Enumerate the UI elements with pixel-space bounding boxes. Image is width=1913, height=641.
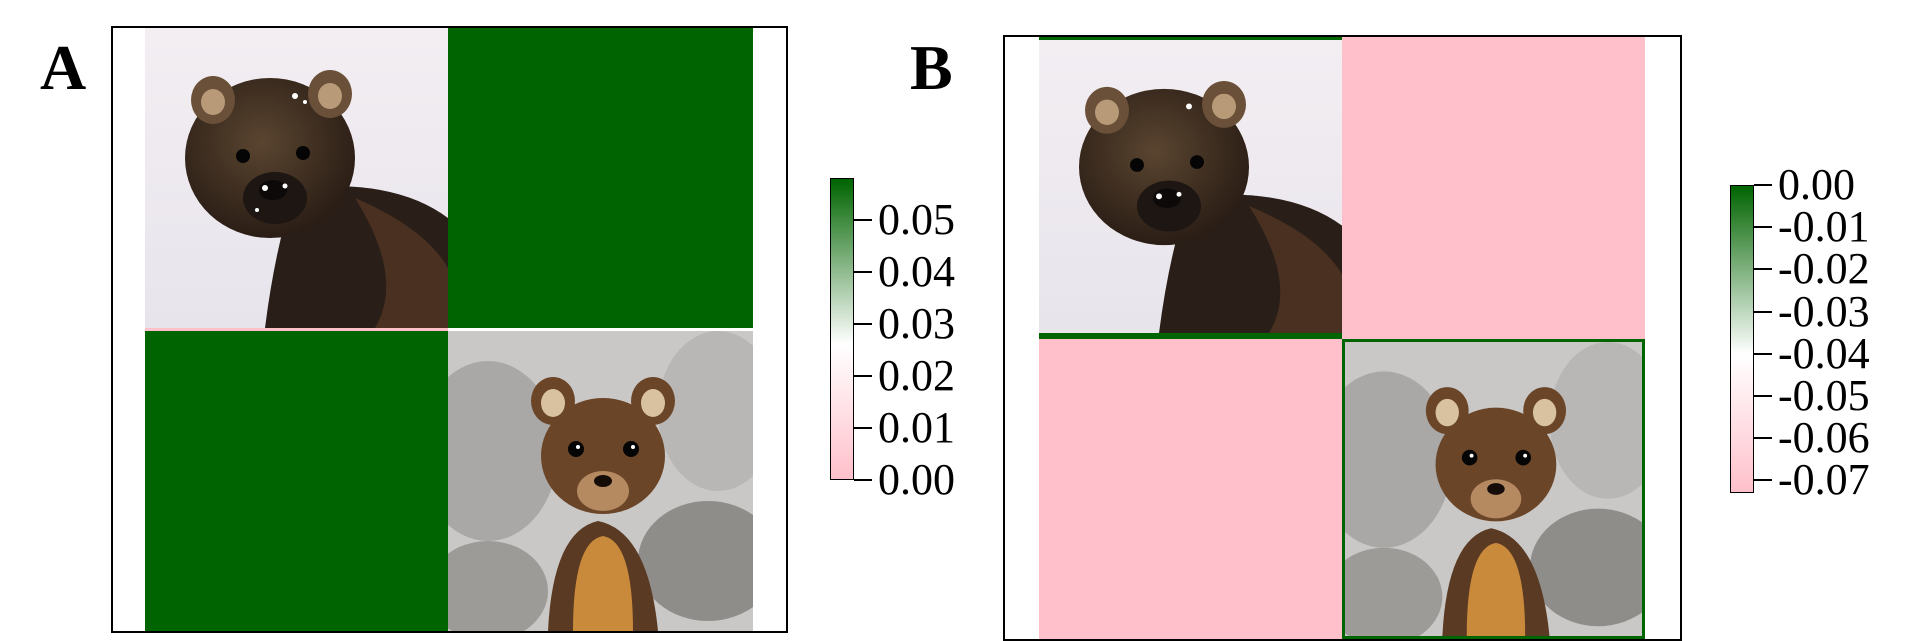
- pine-marten-photo: [1345, 342, 1642, 636]
- panel-b-colorbar-tick: [1754, 352, 1772, 355]
- panel-a-colorbar-tick: [854, 426, 872, 429]
- panel-b-colorbar-tick: [1754, 310, 1772, 313]
- panel-b-colorbar-tick: [1754, 184, 1772, 186]
- fisher-photo: [1039, 40, 1342, 333]
- panel-a-cell-r0-c1: [448, 28, 753, 328]
- panel-a-colorbar-tick-label: 0.00: [878, 455, 955, 504]
- panel-b-colorbar-tick: [1754, 437, 1772, 440]
- panel-a-frame: [111, 26, 788, 633]
- panel-a-colorbar-tick-label: 0.04: [878, 246, 955, 296]
- panel-a-colorbar-tick-label: 0.02: [878, 350, 955, 400]
- panel-b-colorbar-tick-label: -0.04: [1778, 328, 1870, 378]
- panel-a-colorbar-tick: [854, 479, 872, 481]
- fisher-photo: [145, 28, 448, 328]
- panel-b-colorbar-tick-label: -0.01: [1778, 202, 1870, 252]
- panel-a-colorbar-tick: [854, 374, 872, 377]
- panel-a-cell-fisher-photo: [145, 28, 448, 328]
- panel-a-colorbar-tick: [854, 270, 872, 273]
- panel-a-colorbar-tick: [854, 218, 872, 221]
- panel-a-colorbar-tick: [854, 322, 872, 325]
- panel-b-frame: [1003, 35, 1682, 641]
- panel-a-colorbar-tick-label: 0.05: [878, 194, 955, 244]
- panel-b-cell-r1-c0: [1039, 339, 1342, 639]
- panel-b-colorbar-tick: [1754, 394, 1772, 397]
- panel-b-colorbar-tick: [1754, 268, 1772, 271]
- panel-a-colorbar: [830, 178, 854, 480]
- panel-a-cell-r1-c0: [145, 328, 448, 631]
- panel-b-cell-r0-c1: [1342, 37, 1645, 339]
- panel-b-cell-fisher-photo: [1039, 37, 1342, 339]
- panel-b-colorbar-tick-label: -0.07: [1778, 455, 1870, 505]
- panel-b-cell-pine-marten-photo: [1342, 339, 1645, 639]
- panel-a-label: A: [40, 32, 87, 103]
- panel-b-label: B: [910, 32, 953, 103]
- panel-a-cell-pine-marten-photo: [448, 331, 753, 631]
- panel-b-colorbar-tick-label: -0.03: [1778, 286, 1870, 336]
- panel-a-colorbar-tick-label: 0.01: [878, 402, 955, 452]
- panel-a-colorbar-tick-label: 0.03: [878, 298, 955, 348]
- pine-marten-photo: [448, 331, 753, 631]
- panel-b-colorbar-tick-label: -0.05: [1778, 370, 1870, 420]
- panel-b-colorbar-tick-label: -0.02: [1778, 244, 1870, 294]
- panel-b-colorbar-tick-label: -0.06: [1778, 413, 1870, 463]
- panel-b-colorbar-tick: [1754, 479, 1772, 482]
- panel-b-colorbar-tick: [1754, 226, 1772, 229]
- panel-b-colorbar-tick-label: 0.00: [1778, 160, 1855, 209]
- panel-b-colorbar: [1730, 185, 1754, 493]
